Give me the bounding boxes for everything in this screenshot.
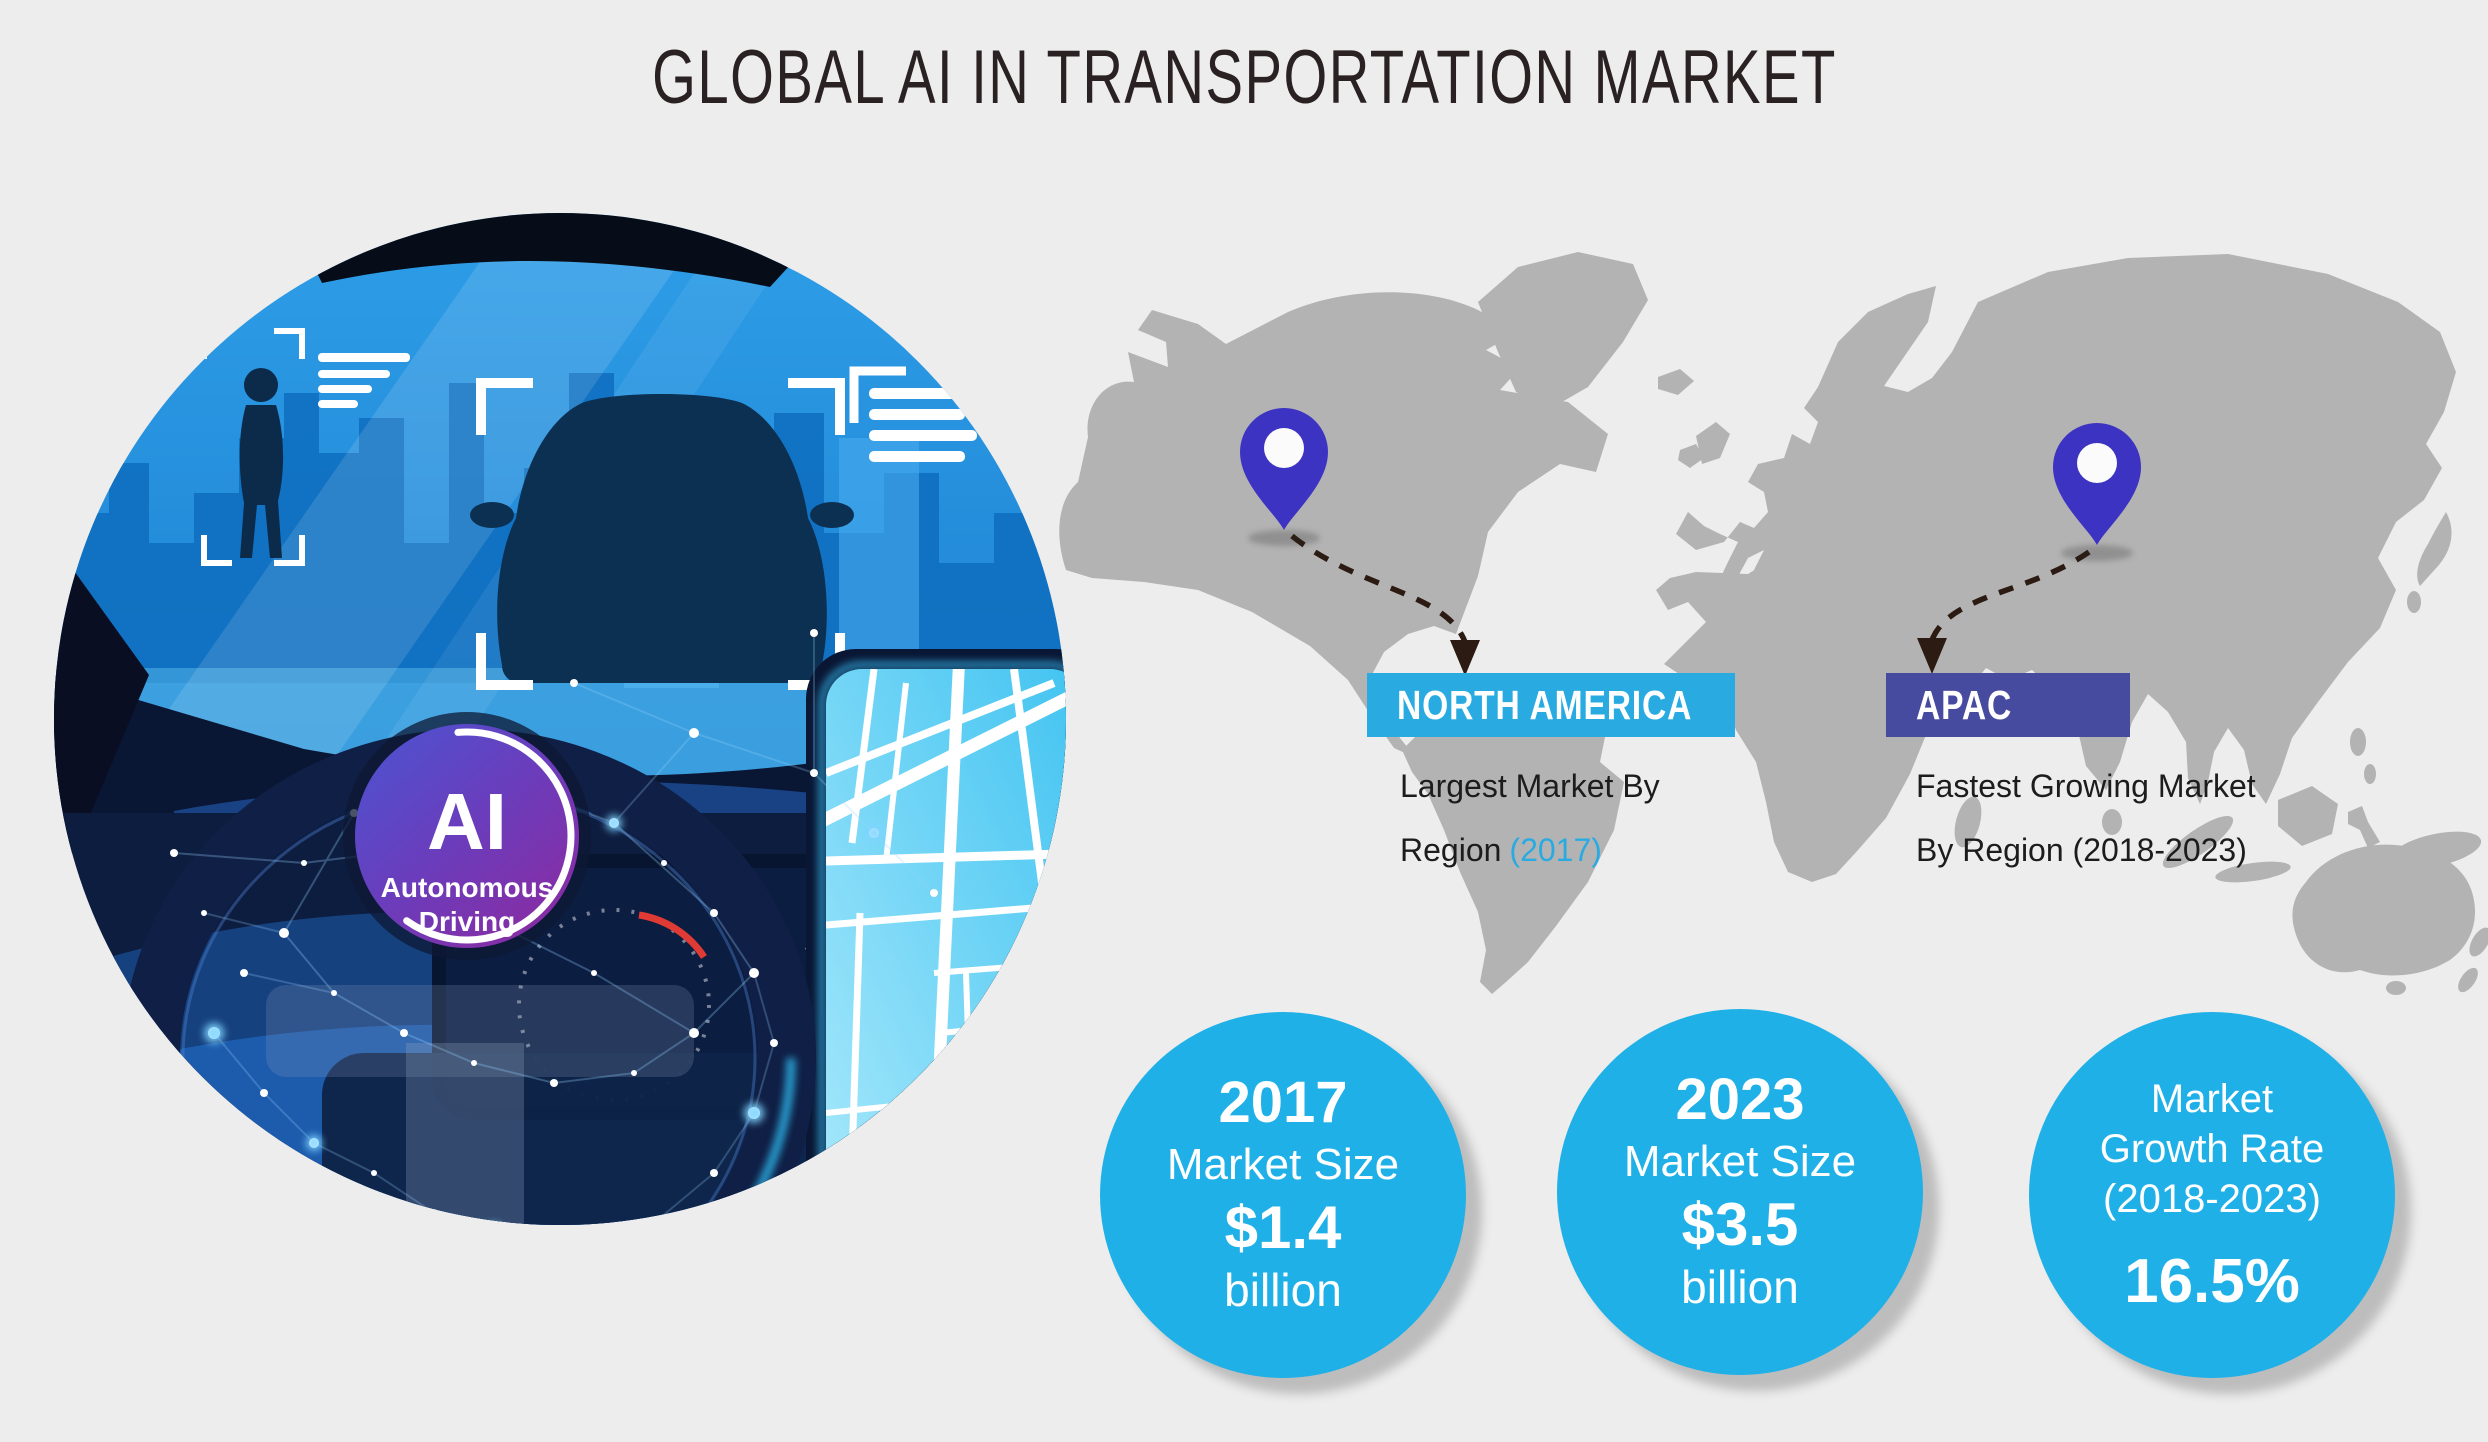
stat-circle-growth-rate: Market Growth Rate (2018-2023) 16.5% [2029,1012,2395,1378]
stat3-value: 16.5% [2124,1247,2300,1316]
world-map [1059,252,2488,995]
apac-desc-line1: Fastest Growing Market [1916,768,2256,804]
stat2-unit: billion [1681,1261,1799,1313]
apac-desc-line2: By Region (2018-2023) [1916,832,2247,868]
connector-arrows [1290,533,2091,644]
north-america-desc-line1: Largest Market By [1400,768,1660,804]
stat3-label-line1: Market [2150,1077,2274,1121]
pin-north-america [1240,408,1328,546]
world-map-section: NORTH AMERICA Largest Market By Region (2… [1048,182,2488,1010]
stat1-unit: billion [1224,1264,1342,1316]
page-title: GLOBAL AI IN TRANSPORTATION MARKET [0,34,2488,121]
lower-console-screen [322,1053,884,1225]
north-america-desc-year: (2017) [1509,832,1602,868]
apac-description: Fastest Growing Market By Region (2018-2… [1916,754,2256,882]
stat3-label-line3: (2018-2023) [2103,1177,2321,1221]
pedestrian-silhouette [239,368,284,558]
car-silhouette [470,394,854,685]
stat1-value: $1.4 [1224,1194,1342,1261]
page-title-text: GLOBAL AI IN TRANSPORTATION MARKET [651,35,1837,120]
hud-text-bars-right [849,366,977,462]
north-america-desc-line2-prefix: Region [1400,832,1502,868]
ai-badge-abbr: AI [427,777,507,866]
nav-map-panel [806,649,1066,1225]
apac-label: APAC [1886,673,2130,737]
pin-apac [2053,423,2141,561]
north-america-label-text: NORTH AMERICA [1397,681,1693,728]
stat-circle-2017-market-size: 2017 Market Size $1.4 billion [1100,1012,1466,1378]
continents [1059,252,2488,995]
ai-badge: AI Autonomous Driving [343,712,591,960]
apac-label-text: APAC [1916,681,2013,728]
hud-text-bars-left [318,353,410,408]
stat1-label: Market Size [1166,1140,1400,1189]
north-america-desc-line2: Region (2017) [1400,818,1660,882]
windshield-reflection [114,213,714,788]
a-pillar-left [54,543,149,853]
stat1-year: 2017 [1218,1070,1348,1135]
stat-circle-2023-market-size: 2023 Market Size $3.5 billion [1557,1009,1923,1375]
stat2-label: Market Size [1623,1137,1857,1186]
ai-badge-line2: Driving [419,906,515,937]
stat2-value: $3.5 [1681,1191,1799,1258]
map-annotations [1240,408,2141,676]
north-america-label: NORTH AMERICA [1367,673,1735,737]
arrowheads [1450,638,1947,676]
autonomous-driving-illustration: AI Autonomous Driving [54,213,1066,1225]
stat2-year: 2023 [1675,1067,1805,1132]
north-america-description: Largest Market By Region (2017) [1400,754,1660,882]
ai-badge-line1: Autonomous [381,872,554,903]
stat3-label-line2: Growth Rate [2099,1127,2325,1171]
illustration-clip-group: AI Autonomous Driving [54,213,1066,1225]
